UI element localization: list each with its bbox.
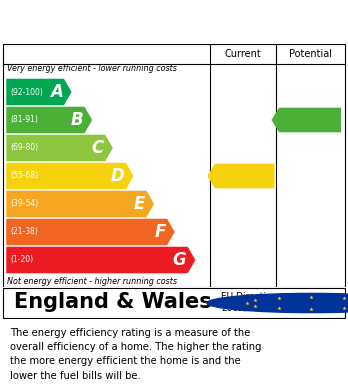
Polygon shape: [271, 108, 341, 132]
Polygon shape: [207, 164, 275, 188]
Text: F: F: [154, 223, 166, 241]
Text: Energy Efficiency Rating: Energy Efficiency Rating: [9, 23, 219, 38]
Text: (21-38): (21-38): [10, 228, 38, 237]
Text: B: B: [71, 111, 83, 129]
Text: The energy efficiency rating is a measure of the
overall efficiency of a home. T: The energy efficiency rating is a measur…: [10, 328, 262, 381]
Polygon shape: [6, 191, 154, 217]
Text: EU Directive
2002/91/EC: EU Directive 2002/91/EC: [221, 292, 277, 313]
Text: (55-68): (55-68): [10, 172, 39, 181]
Text: England & Wales: England & Wales: [14, 292, 212, 312]
Text: 84: 84: [303, 113, 322, 127]
Text: (69-80): (69-80): [10, 143, 39, 152]
Text: Very energy efficient - lower running costs: Very energy efficient - lower running co…: [7, 65, 177, 74]
Polygon shape: [6, 135, 113, 161]
Polygon shape: [6, 219, 175, 245]
Polygon shape: [6, 79, 72, 105]
Text: G: G: [173, 251, 186, 269]
Text: C: C: [92, 139, 104, 157]
Text: 67: 67: [237, 169, 257, 183]
Text: (39-54): (39-54): [10, 199, 39, 208]
Text: Not energy efficient - higher running costs: Not energy efficient - higher running co…: [7, 277, 177, 286]
Text: A: A: [50, 83, 63, 101]
Text: (1-20): (1-20): [10, 255, 33, 264]
Text: E: E: [134, 195, 145, 213]
Circle shape: [207, 293, 348, 312]
Text: Potential: Potential: [289, 49, 332, 59]
Text: Current: Current: [225, 49, 261, 59]
Polygon shape: [6, 107, 92, 133]
Polygon shape: [6, 247, 195, 273]
Text: D: D: [111, 167, 125, 185]
Polygon shape: [6, 163, 134, 189]
Text: (81-91): (81-91): [10, 115, 38, 124]
Text: (92-100): (92-100): [10, 88, 43, 97]
